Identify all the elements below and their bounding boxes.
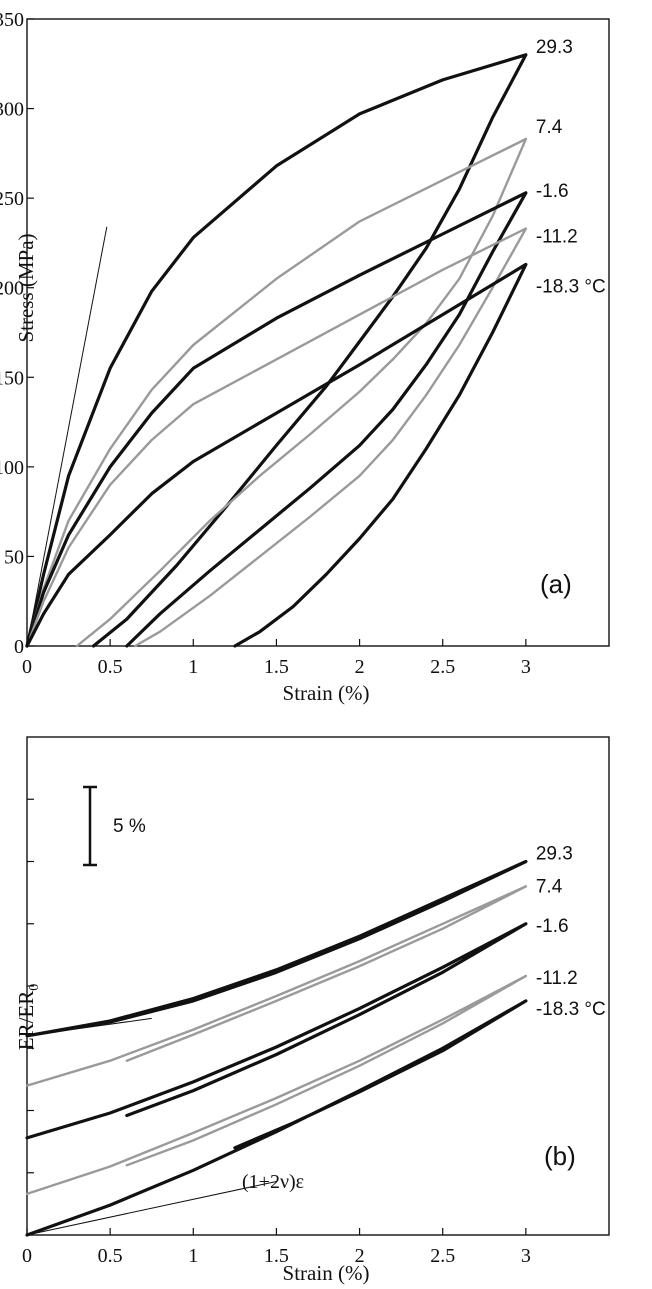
curve-18-3-c (25, 999, 528, 1237)
panel-b-y-axis-label-main: ER/ER (14, 991, 38, 1051)
series-label-29-3: 29.3 (536, 844, 573, 865)
scale-bar: 5 % (83, 785, 146, 867)
y-tick-label-100: 100 (0, 457, 24, 479)
y-tick-label-150: 150 (0, 367, 24, 389)
series-label-1-6: -1.6 (536, 916, 569, 937)
y-tick-label-300: 300 (0, 99, 24, 121)
x-tick-label-0: 0 (22, 656, 32, 678)
panel-b-label: (b) (544, 1141, 576, 1171)
y-tick-label-350: 350 (0, 9, 24, 31)
curve-1-6 (25, 922, 528, 1140)
panel-a-y-ticks: 0 50 100 150 200 250 300 350 (0, 9, 34, 658)
panel-a-curves (25, 53, 528, 648)
panel-a-frame (26, 18, 610, 647)
x-tick-label-0-5: 0.5 (98, 1245, 123, 1267)
x-tick-label-0: 0 (22, 1245, 32, 1267)
curve-7-4 (25, 137, 528, 648)
y-tick-label-0: 0 (14, 636, 24, 658)
panel-b-x-axis-label: Strain (%) (283, 1261, 370, 1285)
panel-b-curves (25, 859, 528, 1237)
panel-b-y-axis-label: ER/ER0 (14, 984, 42, 1051)
x-tick-label-2-5: 2.5 (430, 656, 455, 678)
panel-a-annotations (26, 226, 108, 647)
x-tick-label-1-5: 1.5 (264, 656, 289, 678)
y-tick-label-250: 250 (0, 188, 24, 210)
panel-b-series-labels: 29.3 7.4 -1.6 -11.2 -18.3 °C (536, 844, 606, 1020)
y-tick-label-200: 200 (0, 278, 24, 300)
panel-b-y-ticks (27, 798, 34, 1174)
panel-b-annotations (26, 1017, 277, 1236)
panel-a-series-labels: 29.3 7.4 -1.6 -11.2 -18.3 °C (536, 37, 606, 298)
panel-b-resistance-strain: 0 0.5 1 1.5 2 2.5 3 29.3 7.4 -1.6 -11.2 -18.3 °C 5… (14, 736, 610, 1285)
series-label-1-6: -1.6 (536, 181, 569, 202)
panel-a-stress-strain: 0 0.5 1 1.5 2 2.5 3 0 50 100 150 200 250 300 350 29.3… (0, 9, 610, 705)
curve-11-2 (25, 227, 528, 648)
panel-b-x-ticks: 0 0.5 1 1.5 2 2.5 3 (22, 1228, 531, 1267)
scale-bar-label: 5 % (113, 816, 146, 837)
y-tick-label-50: 50 (4, 546, 24, 568)
x-tick-label-3: 3 (521, 1245, 531, 1267)
x-tick-label-1-5: 1.5 (264, 1245, 289, 1267)
series-label-18-3-c: -18.3 °C (536, 276, 606, 297)
x-tick-label-3: 3 (521, 656, 531, 678)
reference-line-1 (26, 1017, 152, 1037)
curve-11-2 (25, 974, 528, 1196)
x-tick-label-2: 2 (355, 656, 365, 678)
curve-29-3 (25, 53, 528, 648)
curve-1-6 (25, 191, 528, 648)
panel-b-y-axis-label-group: ER/ER0 (14, 984, 42, 1051)
panel-a-x-ticks: 0 0.5 1 1.5 2 2.5 3 (22, 639, 531, 678)
panel-b-y-axis-label-subscript: 0 (27, 984, 42, 991)
panel-a-x-axis-label: Strain (%) (283, 681, 370, 705)
series-label-11-2: -11.2 (536, 227, 578, 248)
curve-18-3-c (25, 262, 528, 648)
reference-line-0 (26, 1180, 277, 1236)
poisson-reference-label: (1+2ν)ε (242, 1171, 304, 1193)
panel-a-label: (a) (540, 569, 572, 599)
reference-line-0 (26, 226, 108, 647)
x-tick-label-2: 2 (355, 1245, 365, 1267)
series-label-7-4: 7.4 (536, 117, 563, 138)
series-label-11-2: -11.2 (536, 968, 578, 989)
x-tick-label-2-5: 2.5 (430, 1245, 455, 1267)
x-tick-label-1: 1 (188, 1245, 198, 1267)
series-label-18-3-c: -18.3 °C (536, 999, 606, 1020)
curve-29-3 (25, 859, 528, 1038)
series-label-7-4: 7.4 (536, 876, 563, 897)
panel-a-y-axis-label: Stress (MPa) (14, 233, 38, 342)
x-tick-label-1: 1 (188, 656, 198, 678)
series-label-29-3: 29.3 (536, 37, 573, 58)
curve-7-4 (25, 885, 528, 1087)
x-tick-label-0-5: 0.5 (98, 656, 123, 678)
panel-b-frame (26, 736, 610, 1236)
